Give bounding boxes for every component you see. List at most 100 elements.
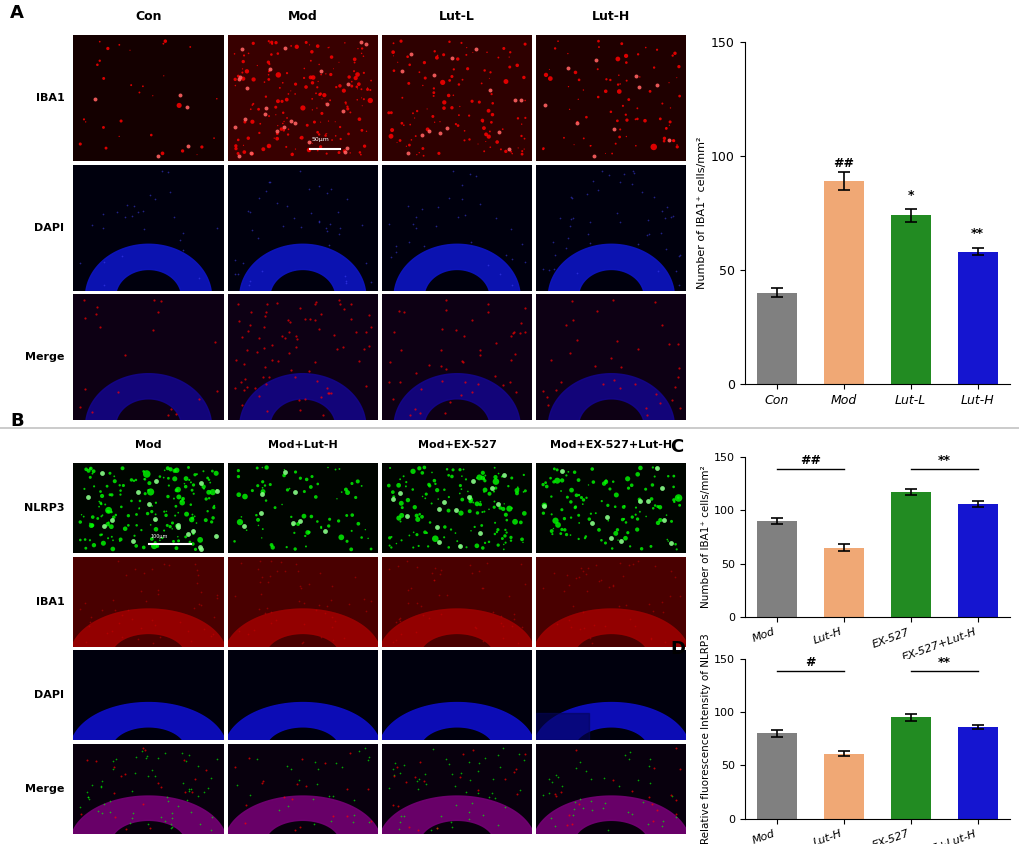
Point [463, 490, 479, 503]
Point [453, 192, 470, 206]
Bar [756, 521, 796, 617]
Point [505, 613, 522, 626]
Point [229, 268, 246, 281]
Point [385, 392, 401, 406]
Point [363, 542, 379, 555]
Point [510, 141, 526, 154]
Point [381, 531, 397, 544]
Point [308, 295, 324, 309]
Point [380, 375, 396, 388]
Point [317, 222, 333, 235]
Point [671, 248, 687, 262]
Point [384, 485, 400, 499]
Polygon shape [379, 796, 535, 843]
Point [426, 45, 442, 58]
Point [244, 115, 260, 128]
Point [279, 483, 296, 496]
Point [88, 307, 104, 321]
Polygon shape [379, 609, 535, 656]
Point [416, 56, 432, 69]
Point [671, 499, 687, 512]
Point [124, 534, 141, 548]
Text: Lut-L: Lut-L [439, 10, 475, 24]
Point [538, 391, 554, 404]
Point [575, 493, 591, 506]
Point [438, 122, 454, 135]
Point [201, 473, 217, 486]
Point [552, 376, 569, 389]
Point [178, 100, 195, 114]
Point [235, 357, 252, 371]
Point [558, 568, 575, 582]
Point [163, 820, 179, 834]
Point [478, 556, 494, 570]
Point [383, 123, 399, 137]
Point [583, 516, 599, 529]
Point [82, 462, 98, 475]
Point [142, 188, 158, 202]
Point [246, 73, 262, 86]
Point [331, 79, 347, 93]
Point [497, 536, 514, 549]
Point [653, 97, 669, 111]
Point [391, 612, 408, 625]
Point [136, 473, 152, 486]
Point [568, 116, 584, 129]
Point [455, 124, 472, 138]
Point [632, 495, 648, 508]
Point [234, 72, 251, 85]
Point [179, 527, 196, 540]
Point [175, 243, 192, 257]
Point [620, 526, 636, 539]
Point [406, 403, 422, 416]
Point [618, 108, 634, 122]
Point [434, 76, 450, 89]
Point [130, 502, 147, 516]
Point [167, 500, 183, 513]
Point [646, 760, 662, 774]
Point [233, 556, 250, 570]
Text: Mod: Mod [136, 440, 162, 450]
Point [121, 44, 138, 57]
Point [486, 461, 502, 474]
Point [153, 781, 169, 794]
Point [619, 472, 635, 485]
Point [177, 480, 194, 494]
Point [127, 766, 144, 780]
Point [161, 559, 177, 572]
Point [258, 601, 274, 614]
Point [257, 606, 273, 619]
Point [453, 354, 470, 368]
Point [90, 511, 106, 525]
Point [83, 471, 99, 484]
Point [649, 264, 665, 278]
Point [321, 789, 337, 803]
Point [429, 820, 445, 834]
Point [250, 513, 266, 527]
Point [474, 114, 490, 127]
Point [609, 780, 626, 793]
Point [284, 147, 301, 160]
Bar [822, 754, 863, 819]
Point [644, 501, 660, 515]
Point [351, 744, 367, 757]
Point [82, 619, 98, 633]
Point [301, 364, 317, 377]
Point [194, 140, 210, 154]
Point [100, 516, 116, 529]
Point [432, 608, 448, 621]
Point [388, 239, 405, 252]
Point [307, 313, 323, 327]
Point [339, 102, 356, 116]
Point [425, 86, 441, 100]
Point [546, 820, 562, 833]
Point [391, 611, 408, 625]
Polygon shape [86, 374, 211, 426]
Point [609, 533, 626, 547]
Point [163, 818, 179, 831]
Point [290, 773, 307, 787]
Point [239, 324, 256, 338]
Point [621, 752, 637, 766]
Point [610, 68, 627, 82]
Point [542, 72, 558, 85]
